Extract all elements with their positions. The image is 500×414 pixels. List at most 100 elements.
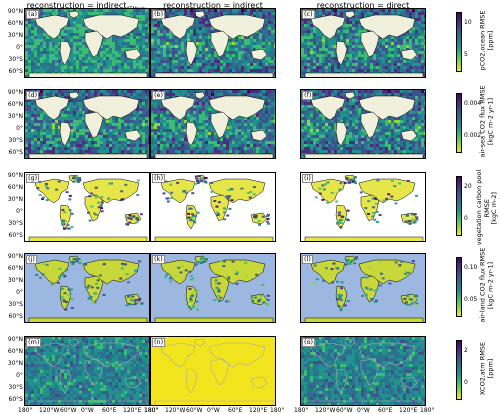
colorbar-tick: 0 <box>464 380 468 386</box>
continent-outline <box>305 237 423 242</box>
colorbar-label: XCO2,atm RMSE[ppm] <box>480 332 495 406</box>
lon-tick-label: 0°W <box>357 408 370 414</box>
colorbar <box>456 340 462 400</box>
panel-label: (a) <box>26 10 39 19</box>
lat-tick-label: 30°S <box>1 221 23 227</box>
colorbar-label: pCO2,ocean RMSE[ppm] <box>480 4 495 78</box>
lon-tick-label: 60°W <box>186 408 203 414</box>
continent-outline <box>305 154 423 159</box>
lat-tick-label: 60°N <box>1 266 23 272</box>
lat-tick-label: 60°N <box>1 102 23 108</box>
lat-tick-label: 60°S <box>1 314 23 320</box>
lat-tick-label: 30°S <box>1 302 23 308</box>
map-canvas <box>25 90 150 159</box>
map-panel: (n) <box>150 336 276 406</box>
map-panel: (h) <box>150 172 276 242</box>
lat-tick-label: 60°N <box>1 185 23 191</box>
lat-tick-label: 30°N <box>1 33 23 39</box>
lon-tick-label: 0°W <box>207 408 220 414</box>
colorbar-label-line: [kgC m-2 yr-1] <box>487 85 495 159</box>
panel-label: (n) <box>152 338 165 347</box>
colorbar-tick: 0.05 <box>464 297 477 303</box>
lat-tick-label: 30°N <box>1 361 23 367</box>
lat-tick-label: 90°N <box>1 254 23 260</box>
map-canvas <box>301 9 426 78</box>
map-panel: (g) <box>24 172 150 242</box>
colorbar <box>456 93 462 153</box>
continent-outline <box>29 318 147 323</box>
lat-tick-label: 0° <box>1 209 23 215</box>
map-canvas <box>301 173 426 242</box>
lat-tick-label: 30°S <box>1 138 23 144</box>
map-panel: (d) <box>24 89 150 159</box>
rmse-field <box>301 337 426 406</box>
lon-tick-label: 60°E <box>102 408 116 414</box>
colorbar <box>456 176 462 236</box>
lon-tick-label: 60°E <box>228 408 242 414</box>
colorbar-label-line: [kgC m-2 yr-1] <box>487 249 495 323</box>
lon-tick-label: 120°E <box>399 408 417 414</box>
lon-tick-label: 120°W <box>165 408 185 414</box>
lat-tick-label: 0° <box>1 373 23 379</box>
map-canvas <box>151 173 276 242</box>
rmse-field <box>25 337 150 406</box>
map-panel: (j) <box>24 253 150 323</box>
lon-tick-label: 120°E <box>123 408 141 414</box>
lat-tick-label: 90°N <box>1 90 23 96</box>
panel-label: (d) <box>26 91 39 100</box>
map-panel: (a) <box>24 8 150 78</box>
continent-outline <box>155 154 273 159</box>
map-canvas <box>301 254 426 323</box>
lat-tick-label: 90°N <box>1 9 23 15</box>
lat-tick-label: 90°N <box>1 173 23 179</box>
lat-tick-label: 30°N <box>1 278 23 284</box>
lat-tick-label: 0° <box>1 290 23 296</box>
panel-label: (l) <box>302 255 313 264</box>
colorbar-tick: 20 <box>464 184 472 190</box>
panel-label: (f) <box>302 91 313 100</box>
map-canvas <box>25 337 150 406</box>
panel-label: (h) <box>152 174 165 183</box>
lon-tick-label: 120°E <box>249 408 267 414</box>
map-canvas <box>151 337 276 406</box>
continent-outline <box>29 73 147 78</box>
lon-tick-label: 180° <box>270 408 284 414</box>
colorbar-tick: 2 <box>464 348 468 354</box>
lat-tick-label: 60°N <box>1 349 23 355</box>
continent-outline <box>305 318 423 323</box>
panel-label: (e) <box>152 91 165 100</box>
colorbar-label: air-land CO2 flux RMSE[kgC m-2 yr-1] <box>480 249 495 323</box>
colorbar-tick: 10 <box>464 20 472 26</box>
continent-outline <box>155 318 273 323</box>
lon-tick-label: 60°E <box>378 408 392 414</box>
lat-tick-label: 90°N <box>1 337 23 343</box>
map-panel: (k) <box>150 253 276 323</box>
colorbar <box>456 257 462 317</box>
panel-label: (i) <box>302 174 313 183</box>
panel-label: (m) <box>26 338 41 347</box>
lon-tick-label: 0°W <box>81 408 94 414</box>
map-canvas <box>151 90 276 159</box>
lon-tick-label: 180° <box>294 408 308 414</box>
colorbar-label-line: [ppm] <box>487 332 495 406</box>
map-panel: (f) <box>300 89 426 159</box>
map-panel: (l) <box>300 253 426 323</box>
colorbar-tick: 5 <box>464 52 468 58</box>
colorbar-label-line: [ppm] <box>487 4 495 78</box>
lon-tick-label: 60°W <box>60 408 77 414</box>
panel-label: (g) <box>26 174 39 183</box>
colorbar-label: air-sea CO2 flux RMSE[kgC m-2 yr-1] <box>480 85 495 159</box>
panel-label: (o) <box>302 338 315 347</box>
continent-outline <box>155 73 273 78</box>
lat-tick-label: 60°S <box>1 233 23 239</box>
lat-tick-label: 0° <box>1 45 23 51</box>
map-canvas <box>25 9 150 78</box>
panel-label: (j) <box>26 255 37 264</box>
lat-tick-label: 30°N <box>1 197 23 203</box>
map-panel: (e) <box>150 89 276 159</box>
lon-tick-label: 120°W <box>39 408 59 414</box>
map-canvas <box>151 254 276 323</box>
lat-tick-label: 60°S <box>1 397 23 403</box>
colorbar-tick: 0.10 <box>464 265 477 271</box>
lon-tick-label: 180° <box>144 408 158 414</box>
